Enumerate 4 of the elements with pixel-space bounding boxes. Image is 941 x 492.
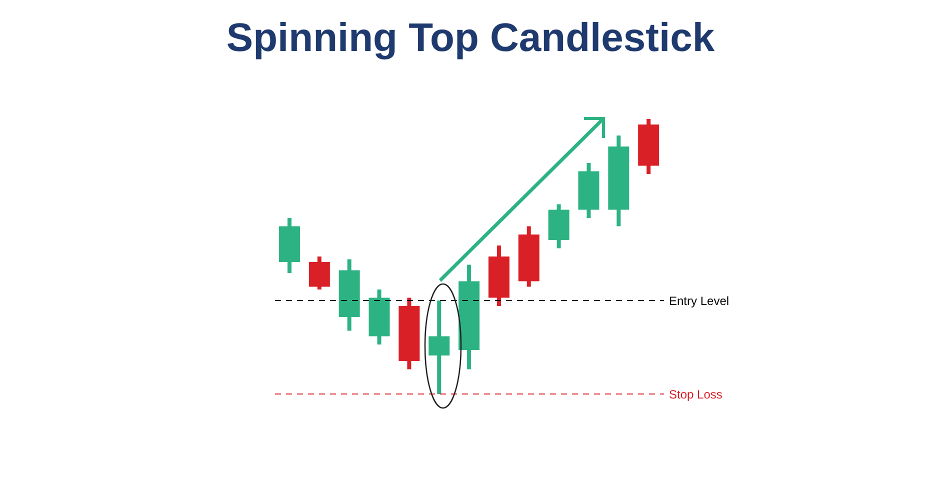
ref-line-label: Stop Loss — [669, 387, 722, 402]
chart-title: Spinning Top Candlestick — [225, 15, 716, 62]
ref-line-label: Entry Level — [669, 294, 730, 308]
candlestick — [428, 300, 450, 394]
